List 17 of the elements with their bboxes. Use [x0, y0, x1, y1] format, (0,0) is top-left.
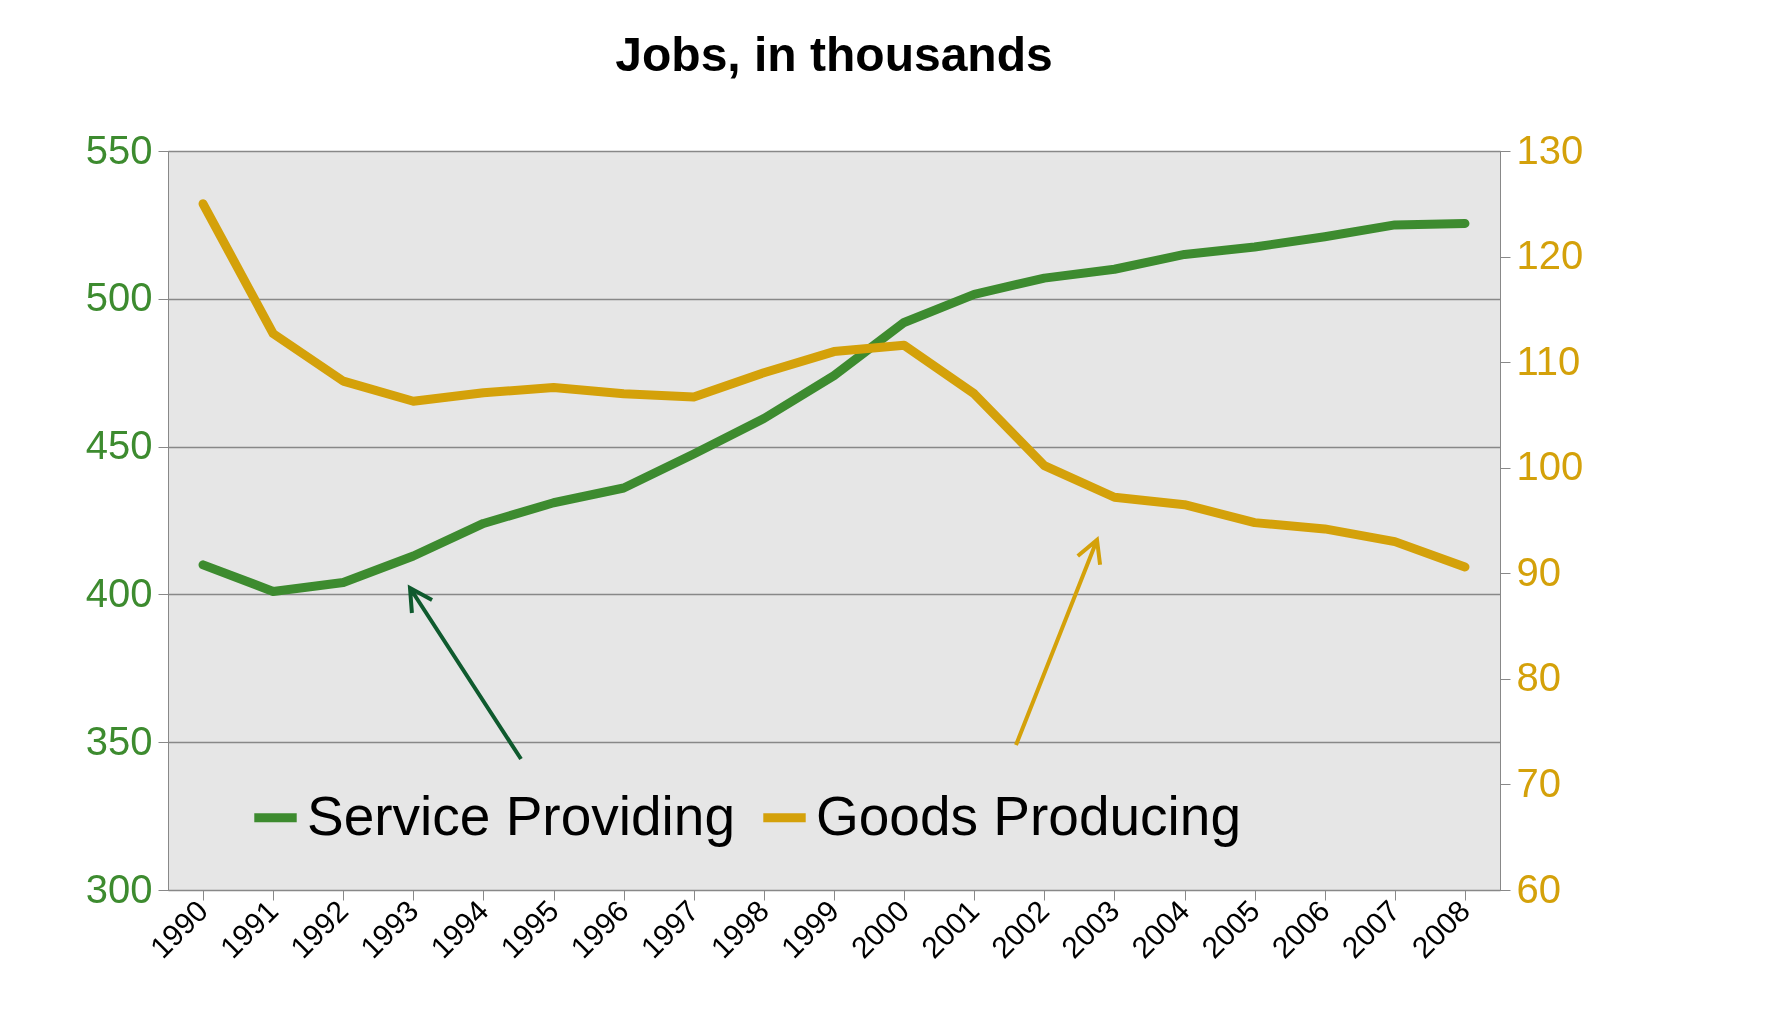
- y-tick-label: 500: [85, 275, 153, 320]
- y-tick-label: 300: [85, 866, 153, 911]
- y-tick-label: 450: [85, 423, 153, 468]
- y-tick-label: 350: [85, 718, 153, 763]
- y2-tick-label: 120: [1516, 233, 1584, 278]
- y2-tick-label: 90: [1516, 549, 1561, 594]
- y2-tick-label: 80: [1516, 655, 1561, 700]
- chart-title: Jobs, in thousands: [615, 28, 1053, 81]
- y2-tick-label: 130: [1516, 127, 1584, 172]
- legend-label: Goods Producing: [816, 784, 1241, 847]
- y2-tick-label: 60: [1516, 866, 1561, 911]
- y-tick-label: 550: [85, 127, 153, 172]
- y2-tick-label: 70: [1516, 760, 1561, 805]
- y2-tick-label: 110: [1516, 338, 1581, 383]
- legend-label: Service Providing: [307, 784, 735, 847]
- y2-tick-label: 100: [1516, 444, 1584, 489]
- y-tick-label: 400: [85, 570, 153, 615]
